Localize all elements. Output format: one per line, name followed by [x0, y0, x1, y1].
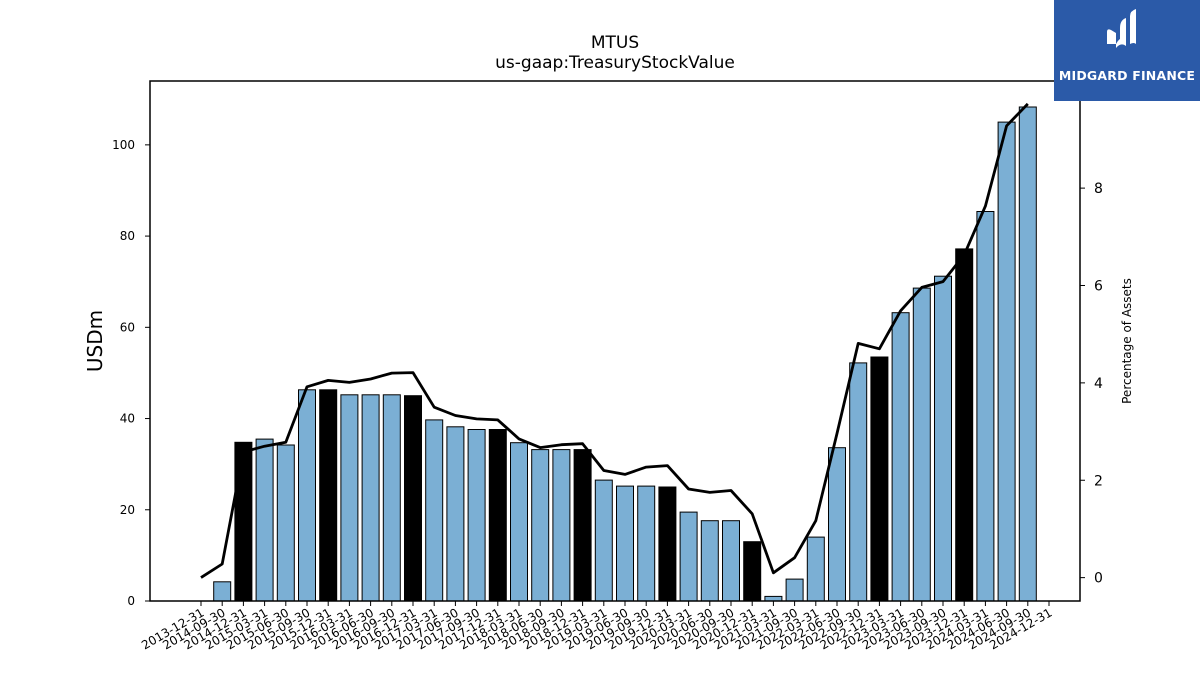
- bar: [425, 419, 444, 602]
- bar: [870, 356, 889, 602]
- bar: [510, 442, 528, 602]
- bar: [234, 441, 253, 602]
- logo-text: MIDGARD FINANCE: [1058, 68, 1196, 83]
- bar: [488, 429, 507, 602]
- bar: [849, 362, 868, 602]
- logo-mark-icon: [1107, 9, 1136, 48]
- bar: [213, 581, 232, 602]
- bar: [319, 389, 338, 602]
- line-series-path: [200, 102, 1029, 579]
- chart-subtitle: us-gaap:TreasuryStockValue: [495, 53, 735, 73]
- y2-tick-label: 2: [1094, 473, 1103, 489]
- bar: [1018, 106, 1037, 602]
- bar: [467, 429, 486, 602]
- chart-title: MTUS: [591, 33, 639, 53]
- bar: [594, 479, 613, 602]
- y2-tick-label: 8: [1094, 181, 1103, 197]
- bar: [785, 578, 804, 602]
- y-tick-label: 100: [112, 138, 135, 152]
- y-axis-left: 0 20 40 60 80 100: [112, 138, 150, 608]
- x-axis: 2013-12-312014-09-302014-12-312015-03-31…: [139, 601, 1055, 652]
- bar: [276, 444, 295, 602]
- y-axis-left-label: USDm: [83, 310, 107, 372]
- bar: [298, 389, 316, 602]
- bar: [573, 449, 592, 602]
- y-tick-label: 40: [120, 412, 135, 426]
- bar: [997, 121, 1016, 602]
- bar: [616, 485, 634, 602]
- bar: [340, 394, 359, 602]
- bar: [404, 395, 422, 602]
- bar: [700, 520, 719, 602]
- plot-frame: [149, 80, 1081, 602]
- bar-series: [213, 106, 1037, 602]
- y-tick-label: 80: [120, 229, 135, 243]
- brand-logo: MIDGARD FINANCE: [1054, 0, 1200, 101]
- y-axis-right: 0 2 4 6 8: [1080, 181, 1103, 587]
- bar: [743, 541, 762, 602]
- y2-tick-label: 0: [1094, 571, 1103, 587]
- line-series: [200, 102, 1029, 579]
- bar: [658, 486, 677, 602]
- bar: [722, 520, 740, 602]
- y-tick-label: 60: [120, 320, 135, 334]
- bar: [552, 449, 571, 602]
- bar: [976, 211, 995, 602]
- y-tick-label: 0: [127, 594, 135, 608]
- bar: [955, 248, 974, 602]
- bar: [382, 394, 401, 602]
- bar: [255, 438, 274, 602]
- bar: [891, 312, 910, 602]
- y2-tick-label: 4: [1094, 376, 1103, 392]
- bar: [531, 449, 550, 602]
- bar: [446, 426, 465, 602]
- bar: [361, 394, 380, 602]
- bar: [637, 485, 656, 602]
- bar: [806, 536, 825, 602]
- bar: [679, 511, 698, 602]
- bar: [912, 287, 931, 602]
- y-axis-right-label: Percentage of Assets: [1120, 278, 1134, 404]
- y-tick-label: 20: [120, 503, 135, 517]
- bar: [934, 275, 952, 602]
- y2-tick-label: 6: [1094, 278, 1103, 294]
- bar: [828, 447, 846, 602]
